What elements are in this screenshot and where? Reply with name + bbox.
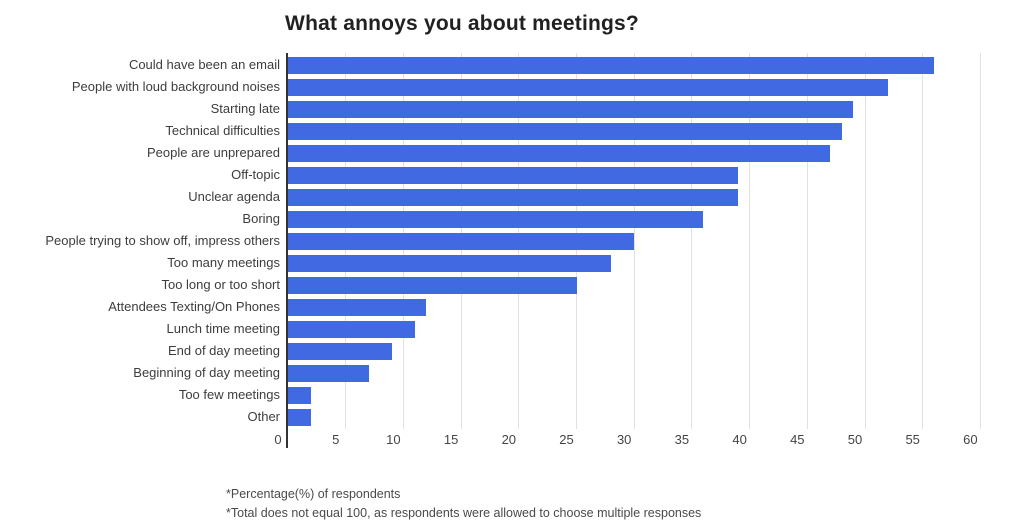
x-tick-label-30: 30: [616, 432, 632, 447]
category-label-16: Other: [247, 409, 280, 424]
plot-area: [288, 53, 982, 429]
x-tick-label-55: 55: [905, 432, 920, 447]
category-label-3: Technical difficulties: [165, 123, 280, 138]
x-tick-label-40: 40: [732, 432, 747, 447]
x-tick-label-50: 50: [847, 432, 863, 447]
category-label-14: Beginning of day meeting: [133, 365, 280, 380]
y-axis-baseline: [285, 53, 288, 448]
bar-10[interactable]: [288, 276, 577, 294]
bar-7[interactable]: [288, 210, 704, 228]
bar-0[interactable]: [288, 56, 935, 74]
bar-4[interactable]: [288, 144, 831, 162]
category-label-5: Off-topic: [231, 167, 280, 182]
bar-5[interactable]: [288, 166, 739, 184]
category-label-4: People are unprepared: [147, 145, 280, 160]
category-label-8: People trying to show off, impress other…: [45, 233, 280, 248]
gridline-60: [979, 53, 981, 429]
category-label-10: Too long or too short: [161, 277, 280, 292]
x-tick-label-20: 20: [501, 432, 517, 447]
category-label-13: End of day meeting: [167, 343, 280, 358]
bar-6[interactable]: [288, 188, 739, 206]
bar-3[interactable]: [288, 122, 842, 140]
footnote-total: *Total does not equal 100, as respondent…: [226, 506, 702, 520]
bar-9[interactable]: [288, 254, 612, 272]
x-tick-label-45: 45: [790, 432, 805, 447]
x-tick-label-60: 60: [963, 432, 978, 447]
category-label-1: People with loud background noises: [71, 79, 280, 94]
bar-13[interactable]: [288, 342, 392, 360]
gridline-30: [633, 53, 635, 429]
x-tick-label-0: 0: [274, 432, 282, 447]
bar-12[interactable]: [288, 320, 415, 338]
gridline-55: [922, 53, 924, 429]
category-label-9: Too many meetings: [167, 255, 280, 270]
bar-14[interactable]: [288, 364, 369, 382]
category-label-7: Boring: [242, 211, 280, 226]
bar-2[interactable]: [288, 100, 854, 118]
chart-title: What annoys you about meetings?: [285, 12, 639, 35]
category-label-11: Attendees Texting/On Phones: [108, 299, 280, 314]
footnote-percentage: *Percentage(%) of respondents: [226, 487, 401, 501]
bar-16[interactable]: [288, 408, 312, 426]
category-label-6: Unclear agenda: [188, 189, 280, 204]
gridline-45: [806, 53, 808, 429]
category-label-2: Starting late: [210, 101, 280, 116]
footnotes: *Percentage(%) of respondents *Total doe…: [226, 485, 701, 523]
x-tick-label-35: 35: [674, 432, 690, 447]
bar-8[interactable]: [288, 232, 635, 250]
category-label-15: Too few meetings: [178, 387, 280, 402]
bar-1[interactable]: [288, 78, 889, 96]
x-tick-label-10: 10: [386, 432, 401, 447]
bar-15[interactable]: [288, 386, 312, 404]
gridline-50: [864, 53, 866, 429]
bar-11[interactable]: [288, 298, 427, 316]
gridline-35: [691, 53, 693, 429]
x-tick-label-15: 15: [443, 432, 459, 447]
gridline-40: [749, 53, 751, 429]
x-tick-label-25: 25: [559, 432, 574, 447]
x-tick-label-5: 5: [332, 432, 340, 447]
category-label-12: Lunch time meeting: [166, 321, 280, 336]
category-label-0: Could have been an email: [128, 57, 280, 72]
